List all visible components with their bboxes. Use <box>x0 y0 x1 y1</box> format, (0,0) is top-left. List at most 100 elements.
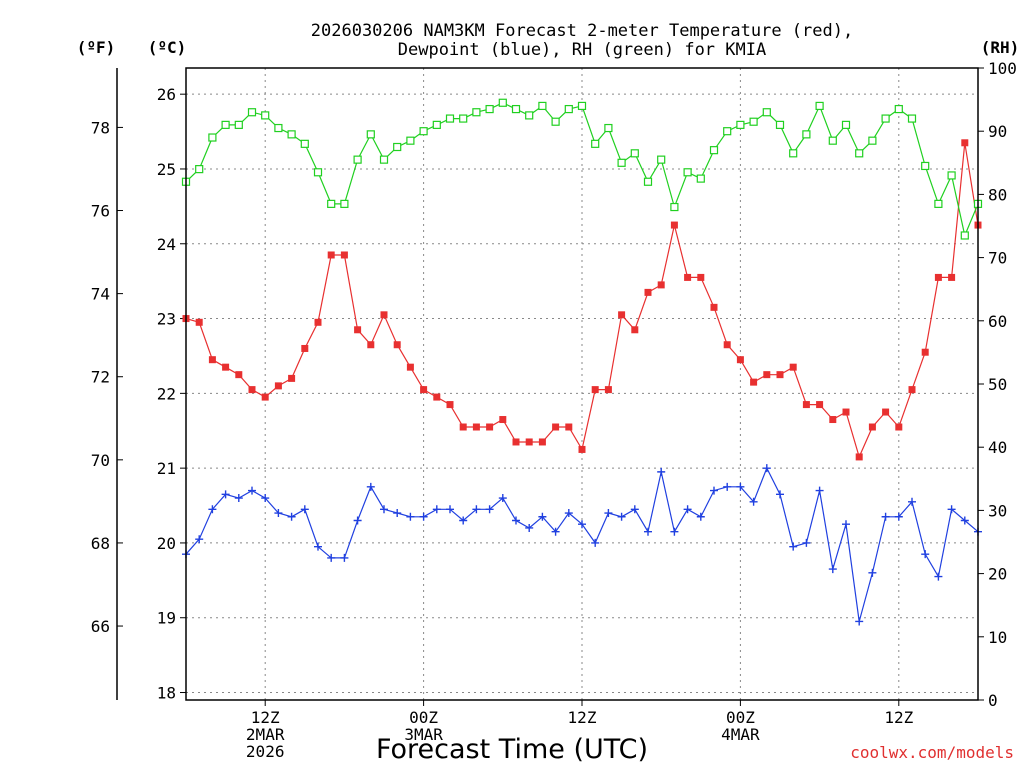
data-point <box>221 490 230 499</box>
data-point <box>498 494 507 503</box>
data-point <box>340 251 348 259</box>
rh-tick-label: 80 <box>988 185 1007 204</box>
data-point <box>934 199 943 208</box>
data-point <box>670 202 679 212</box>
data-point <box>525 111 534 120</box>
data-point <box>406 136 415 145</box>
data-point <box>379 155 389 164</box>
data-point <box>274 123 283 133</box>
data-point <box>934 572 943 581</box>
data-point <box>591 538 600 547</box>
series-dewpoint <box>182 464 982 626</box>
data-point <box>855 453 863 461</box>
data-point <box>684 273 692 281</box>
x-tick-label: 3MAR <box>404 725 443 744</box>
data-point <box>631 326 639 334</box>
data-point <box>750 378 758 386</box>
data-point <box>287 130 296 139</box>
celsius-unit-label: (ºC) <box>148 38 187 57</box>
data-point <box>327 553 336 562</box>
data-point <box>802 130 811 139</box>
data-point <box>776 490 784 499</box>
series-line <box>185 466 979 622</box>
data-point <box>789 542 798 551</box>
data-point <box>406 363 414 371</box>
data-point <box>247 108 257 117</box>
celsius-tick-label: 23 <box>157 310 176 329</box>
data-point <box>723 341 731 349</box>
rh-tick-label: 10 <box>988 628 1007 647</box>
data-point <box>314 542 322 551</box>
data-point <box>696 174 705 183</box>
data-point <box>538 101 547 111</box>
x-tick-label: 12Z <box>568 708 597 727</box>
data-point <box>630 149 639 158</box>
fahrenheit-tick-label: 70 <box>91 451 110 470</box>
data-point <box>789 363 797 371</box>
data-point <box>353 516 362 525</box>
data-point <box>525 523 534 532</box>
data-point <box>644 288 652 296</box>
data-point <box>696 512 705 521</box>
data-point <box>789 149 798 158</box>
celsius-tick-label: 19 <box>157 609 176 628</box>
data-point <box>709 146 719 155</box>
data-point <box>921 161 930 171</box>
data-point <box>828 136 837 145</box>
celsius-tick-label: 20 <box>157 534 176 553</box>
rh-tick-label: 20 <box>988 565 1007 584</box>
data-point <box>776 371 784 379</box>
fahrenheit-tick-label: 68 <box>91 534 110 553</box>
data-point <box>366 130 375 139</box>
data-point <box>578 520 586 529</box>
data-point <box>446 401 454 409</box>
rh-tick-label: 100 <box>988 59 1017 78</box>
data-point <box>644 527 652 536</box>
site-credit: coolwx.com/models <box>850 743 1014 762</box>
series-rh <box>181 98 983 240</box>
data-point <box>459 423 467 431</box>
data-point <box>498 98 507 107</box>
data-point <box>934 273 942 281</box>
data-point <box>842 520 850 529</box>
data-point <box>551 117 560 126</box>
data-point <box>762 108 771 117</box>
rh-tick-label: 40 <box>988 438 1007 457</box>
x-tick-label: 12Z <box>884 708 913 727</box>
data-point <box>432 120 441 129</box>
data-point <box>353 155 362 164</box>
grid-lines <box>186 68 978 700</box>
data-point <box>882 408 890 416</box>
data-point <box>775 120 785 129</box>
chart-title-line-2: Dewpoint (blue), RH (green) for KMIA <box>398 40 766 60</box>
data-point <box>960 516 969 525</box>
data-point <box>881 114 890 123</box>
data-point <box>420 386 428 394</box>
data-point <box>499 416 507 424</box>
data-point <box>868 136 877 145</box>
data-point <box>486 423 494 431</box>
data-point <box>208 133 217 142</box>
data-point <box>459 114 468 123</box>
data-point <box>485 104 494 114</box>
fahrenheit-tick-label: 74 <box>91 285 110 304</box>
celsius-tick-label: 18 <box>157 684 176 703</box>
data-point <box>313 168 323 177</box>
x-tick-label: 2MAR <box>246 725 285 744</box>
data-point <box>683 505 692 514</box>
data-point <box>340 199 349 208</box>
data-point <box>393 509 402 518</box>
data-point <box>921 550 930 559</box>
data-point <box>432 505 441 514</box>
data-point <box>591 139 600 148</box>
data-point <box>868 568 877 577</box>
axes: 18 19 20 21 22 23 24 25 26 66 68 70 72 74 76 78 0 10 20 30 4… <box>91 59 1017 710</box>
data-series <box>181 98 983 626</box>
data-point <box>287 512 296 521</box>
fahrenheit-unit-label: (ºF) <box>77 38 116 57</box>
data-point <box>894 512 903 521</box>
data-point <box>908 386 916 394</box>
fahrenheit-tick-label: 78 <box>91 118 110 137</box>
data-point <box>354 326 362 334</box>
